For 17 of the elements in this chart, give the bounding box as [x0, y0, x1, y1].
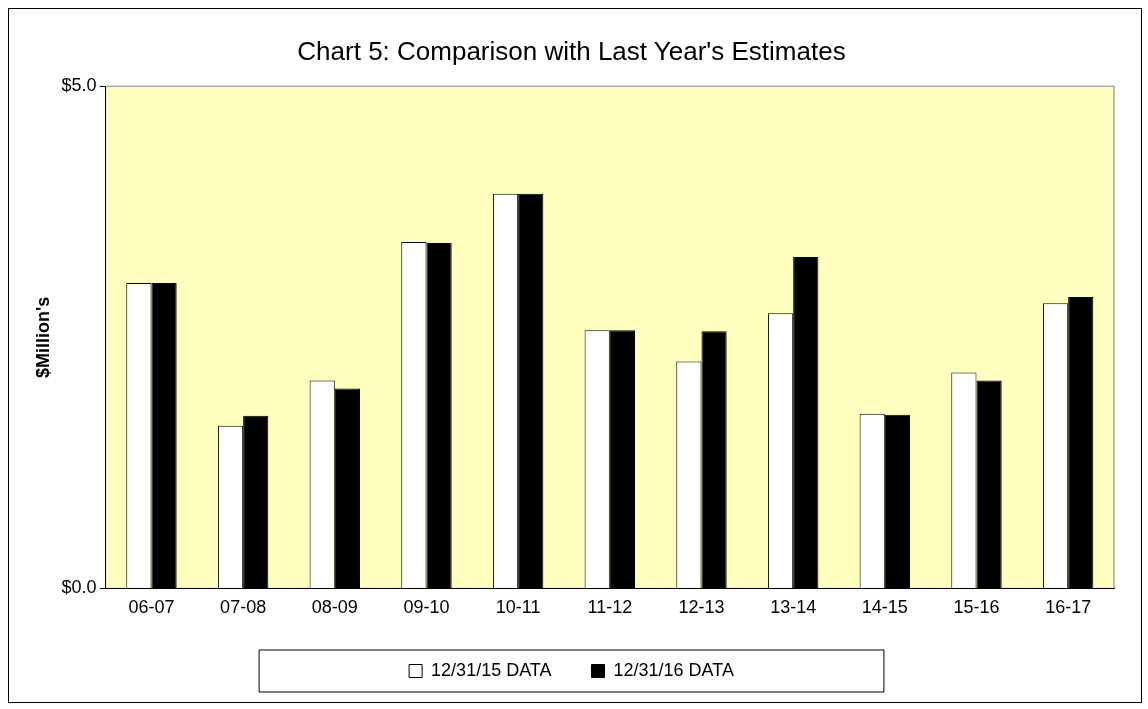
x-tick-label: 10-11 [495, 597, 541, 618]
x-tick-label: 09-10 [403, 597, 450, 618]
chart-title: Chart 5: Comparison with Last Year's Estimates [297, 35, 846, 66]
x-tick-label: 16-17 [1045, 597, 1092, 618]
x-tick-label: 12-13 [678, 597, 725, 618]
x-tick-label: 13-14 [770, 597, 817, 618]
x-tick-label: 14-15 [861, 597, 908, 618]
y-tick-label: $0.0 [61, 577, 97, 598]
legend-label: 12/31/15 DATA [431, 659, 552, 680]
y-tick-label: $5.0 [61, 75, 97, 96]
x-tick-label: 06-07 [128, 597, 175, 618]
y-axis-title: $Million's [32, 296, 53, 378]
x-tick-label: 11-12 [587, 597, 633, 618]
x-tick-label: 08-09 [311, 597, 358, 618]
x-tick-label: 15-16 [953, 597, 1000, 618]
x-tick-label: 07-08 [220, 597, 267, 618]
legend-label: 12/31/16 DATA [613, 659, 734, 680]
